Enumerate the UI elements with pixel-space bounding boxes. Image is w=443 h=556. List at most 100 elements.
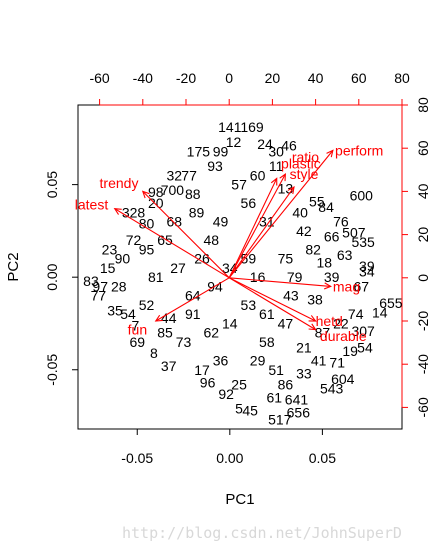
loading-label: mag [333, 278, 360, 294]
point-label: 600 [350, 188, 374, 204]
loading-arrow-head [287, 186, 295, 195]
point-label: 18 [316, 254, 332, 270]
point-label: 97 [92, 278, 108, 294]
point-label: 76 [333, 214, 349, 230]
point-label: 74 [348, 306, 364, 322]
top-tick-label: 60 [351, 70, 367, 86]
loading-arrow [228, 277, 316, 331]
loading-arrow [155, 277, 230, 322]
point-label: 81 [148, 269, 164, 285]
point-label: 35 [107, 303, 123, 319]
point-label: 641 [285, 391, 309, 407]
point-label: 85 [157, 325, 173, 341]
top-tick-label: 0 [225, 70, 233, 86]
point-label: 16 [250, 269, 266, 285]
point-label: 93 [207, 158, 223, 174]
top-tick-label: -40 [133, 70, 153, 86]
point-label: 141 [218, 119, 242, 135]
top-axis: -60 -40 -20 0 20 40 60 80 [89, 70, 410, 106]
point-label: 19 [342, 343, 358, 359]
point-label: 48 [204, 232, 220, 248]
x-tick-label: 0.00 [216, 450, 243, 466]
point-label: 38 [307, 291, 323, 307]
loading-arrow [229, 277, 331, 287]
top-tick-label: 20 [265, 70, 281, 86]
point-label: 28 [111, 278, 127, 294]
right-axis: -60 -40 -20 0 20 40 60 80 [401, 97, 431, 418]
loading-arrow [228, 173, 286, 279]
point-label: 20 [148, 195, 164, 211]
point-label: 24 [257, 136, 273, 152]
point-label: 42 [296, 223, 312, 239]
point-label: 14 [372, 304, 388, 320]
point-label: 67 [353, 278, 369, 294]
point-label: 517 [268, 412, 292, 428]
point-label: 55 [309, 193, 325, 209]
point-label: 98 [148, 184, 164, 200]
point-label: 54 [357, 340, 373, 356]
point-label: 79 [287, 269, 303, 285]
point-label: 32 [166, 167, 182, 183]
point-label: 23 [102, 241, 118, 257]
x-axis-title: PC1 [225, 491, 254, 508]
point-label: 83 [83, 273, 99, 289]
loading-label: trendy [100, 175, 139, 191]
loading-label: ratio [292, 149, 319, 165]
point-label: 54 [120, 306, 136, 322]
x-tick-label: 0.05 [309, 450, 336, 466]
right-tick-label: 0 [415, 274, 431, 282]
loading-label: durable [320, 328, 367, 344]
point-label: 11 [269, 158, 284, 174]
point-label: 82 [305, 241, 321, 257]
point-label: 33 [296, 365, 312, 381]
loading-arrow [228, 150, 334, 279]
loading-arrow-head [154, 314, 163, 322]
point-label: 88 [185, 186, 201, 202]
point-label: 61 [259, 306, 275, 322]
loading-arrow-head [270, 177, 278, 186]
point-label: 17 [194, 362, 210, 378]
point-label: 96 [200, 375, 216, 391]
point-label: 535 [351, 234, 375, 250]
point-label: 175 [187, 143, 211, 159]
point-label: 44 [161, 310, 177, 326]
point-label: 86 [278, 377, 294, 393]
point-label: 64 [185, 288, 201, 304]
loading-label: style [290, 166, 319, 182]
point-label: 61 [266, 390, 282, 406]
loading-arrow-head [323, 282, 332, 290]
point-label: 43 [283, 288, 299, 304]
point-label: 68 [166, 214, 182, 230]
point-label: 66 [324, 228, 340, 244]
loading-arrow-head [279, 173, 286, 182]
watermark: http://blog.csdn.net/JohnSuperD [122, 524, 402, 542]
loading-label: perform [335, 142, 383, 158]
point-label: 25 [231, 377, 247, 393]
point-label: 63 [337, 247, 353, 263]
loading-arrow [228, 178, 278, 279]
point-label: 60 [250, 167, 266, 183]
point-label: 49 [213, 214, 229, 230]
point-label: 77 [181, 167, 197, 183]
point-label: 604 [331, 371, 355, 387]
point-label: 75 [278, 251, 294, 267]
top-tick-label: -20 [176, 70, 196, 86]
point-label: 91 [185, 306, 201, 322]
top-tick-label: -60 [89, 70, 109, 86]
y-tick-label: -0.05 [44, 354, 60, 386]
point-label: 46 [281, 138, 297, 154]
point-label: 72 [126, 232, 142, 248]
point-label: 34 [359, 264, 375, 280]
point-label: 37 [161, 358, 177, 374]
point-label: 45 [242, 402, 258, 418]
point-label: 655 [379, 295, 403, 311]
point-label: 169 [240, 119, 264, 135]
loading-arrow [142, 191, 230, 279]
point-label: 73 [176, 334, 192, 350]
point-label: 92 [218, 386, 234, 402]
point-label: 57 [231, 177, 247, 193]
point-label: 39 [359, 258, 375, 274]
point-label: 656 [287, 404, 311, 420]
point-label: 13 [278, 180, 294, 196]
